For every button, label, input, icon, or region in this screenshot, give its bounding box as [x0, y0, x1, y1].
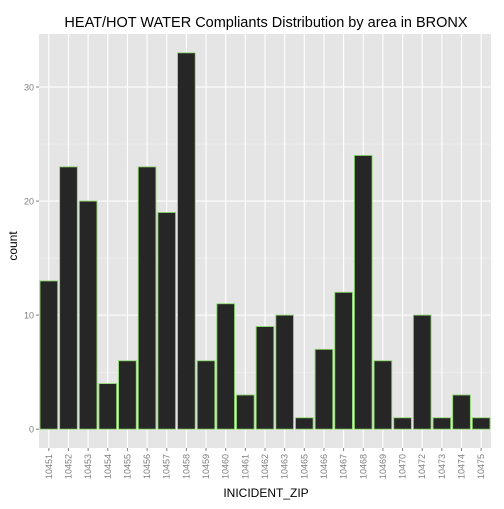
bar [236, 394, 255, 430]
x-tick-label: 10451 [44, 454, 54, 479]
x-tick-label: 10472 [417, 454, 427, 479]
x-tick-label: 10460 [221, 454, 231, 479]
bar [452, 394, 471, 430]
bar [137, 166, 157, 430]
bar [98, 383, 118, 430]
x-tick-label: 10463 [280, 454, 290, 479]
bar [373, 360, 393, 430]
bar [196, 360, 216, 430]
bar [157, 212, 177, 430]
x-tick-label: 10452 [63, 454, 73, 479]
y-tick-label: 0 [29, 425, 34, 435]
x-tick-label: 10473 [437, 454, 447, 479]
x-tick-label: 10468 [358, 454, 368, 479]
x-tick-label: 10469 [378, 454, 388, 479]
bar [275, 314, 294, 430]
y-axis-label: count [6, 231, 20, 261]
x-tick-label: 10454 [103, 454, 113, 479]
x-tick-label: 10458 [181, 454, 191, 479]
plot-area: 0 10 20 30 10451 10452 10453 10454 10455 10456 104… [24, 34, 491, 479]
x-tick-label: 10461 [240, 454, 250, 479]
x-tick-label: 10465 [299, 454, 309, 479]
bar [412, 314, 432, 430]
y-tick-label: 20 [24, 197, 34, 207]
y-tick-label: 10 [24, 311, 34, 321]
x-tick-label: 10475 [476, 454, 486, 479]
x-axis-label: INICIDENT_ZIP [223, 486, 308, 500]
bar [177, 52, 196, 430]
x-tick-label: 10466 [319, 454, 329, 479]
x-tick-label: 10467 [339, 454, 349, 479]
x-tick-label: 10474 [457, 454, 467, 479]
y-tick-label: 30 [24, 83, 34, 93]
x-tick-label: 10453 [83, 454, 93, 479]
bar [432, 417, 452, 430]
x-tick-label: 10456 [142, 454, 152, 479]
bar [118, 360, 137, 430]
x-tick-label: 10457 [162, 454, 172, 479]
chart-title: HEAT/HOT WATER Compliants Distribution b… [64, 15, 467, 31]
bar [314, 348, 334, 430]
bar [295, 417, 314, 430]
x-tick-label: 10455 [122, 454, 132, 479]
bar [353, 155, 373, 430]
bar [393, 417, 412, 430]
bar [334, 291, 353, 430]
bar [39, 280, 59, 430]
bar [255, 326, 275, 430]
bar [59, 166, 78, 430]
x-tick-label: 10459 [201, 454, 211, 479]
x-tick-label: 10470 [398, 454, 408, 479]
bar [216, 303, 235, 430]
bar [78, 200, 98, 430]
bar [471, 417, 491, 430]
x-tick-label: 10462 [260, 454, 270, 479]
